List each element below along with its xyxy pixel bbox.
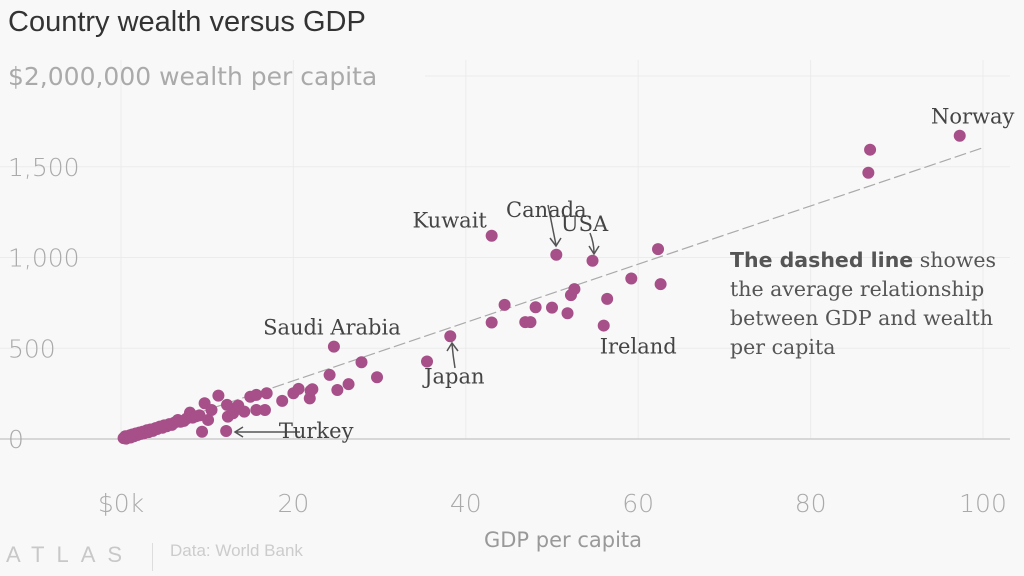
y-tick-label: $2,000,000 wealth per capita — [8, 62, 377, 91]
data-point — [276, 394, 289, 407]
data-point — [485, 229, 498, 242]
x-tick-label: $0k — [98, 489, 144, 518]
data-point — [306, 383, 319, 396]
data-point — [327, 340, 340, 353]
data-point — [654, 278, 667, 291]
data-point — [221, 398, 234, 411]
data-point — [597, 319, 610, 332]
data-point — [421, 355, 434, 368]
data-point — [953, 129, 966, 142]
data-point — [323, 368, 336, 381]
data-point — [258, 403, 271, 416]
data-point — [601, 292, 614, 305]
footer-divider — [152, 543, 153, 571]
note-bold: The dashed line — [730, 248, 914, 272]
annotation-ireland: Ireland — [600, 335, 677, 359]
data-point — [250, 403, 263, 416]
x-tick-label: 80 — [795, 489, 827, 518]
annotation-arrows — [233, 204, 600, 438]
atlas-logo: ATLAS — [6, 542, 135, 567]
data-point — [485, 316, 498, 329]
data-point — [342, 378, 355, 391]
usa-arrow — [588, 232, 600, 256]
data-point — [260, 387, 273, 400]
x-tick-label: 60 — [622, 489, 654, 518]
y-tick-label: 500 — [8, 334, 56, 363]
annotation-canada: Canada — [506, 198, 587, 222]
x-tick-label: 20 — [277, 489, 309, 518]
data-point — [561, 307, 574, 320]
annotation-japan: Japan — [422, 364, 484, 388]
data-point — [202, 413, 215, 426]
data-point — [550, 248, 563, 261]
x-tick-label: 100 — [959, 489, 1007, 518]
y-tick-label: 1,500 — [8, 153, 80, 182]
y-tick-label: 1,000 — [8, 244, 80, 273]
data-point — [864, 143, 877, 156]
turkey-arrow — [233, 426, 300, 438]
data-point — [444, 330, 457, 343]
data-point — [250, 388, 263, 401]
data-point — [196, 425, 209, 438]
canada-arrow — [547, 204, 562, 248]
data-point — [862, 166, 875, 179]
grid: $0k 20 40 60 80 100 0 500 1,000 1,500 $2,000,000 w… — [0, 60, 1010, 518]
data-point — [292, 382, 305, 395]
data-point — [498, 298, 511, 311]
data-point — [625, 272, 638, 285]
annotation-usa: USA — [561, 212, 609, 236]
annotation-saudi-arabia: Saudi Arabia — [263, 316, 401, 340]
dashed-line-note: The dashed line showes the average relat… — [730, 246, 1020, 362]
data-point — [212, 389, 225, 402]
annotation-norway: Norway — [931, 105, 1015, 129]
japan-arrow — [446, 341, 459, 369]
chart-title: Country wealth versus GDP — [8, 6, 366, 38]
points — [117, 129, 966, 445]
data-point — [652, 243, 665, 256]
data-point — [205, 403, 218, 416]
annotation-kuwait: Kuwait — [412, 209, 487, 233]
y-tick-label: 0 — [8, 425, 24, 454]
data-point — [220, 425, 233, 438]
data-point — [238, 405, 251, 418]
data-point — [529, 301, 542, 314]
note-text: showes the average relationship between … — [730, 248, 996, 359]
data-point — [586, 254, 599, 267]
data-point — [331, 383, 344, 396]
data-point — [568, 283, 581, 296]
annotation-turkey: Turkey — [279, 419, 354, 443]
x-axis-label: GDP per capita — [484, 528, 642, 552]
data-point — [371, 371, 384, 384]
x-tick-label: 40 — [450, 489, 482, 518]
source-text: Data: World Bank — [170, 541, 303, 560]
data-point — [524, 316, 537, 329]
data-point — [546, 301, 558, 314]
data-point — [355, 356, 368, 369]
